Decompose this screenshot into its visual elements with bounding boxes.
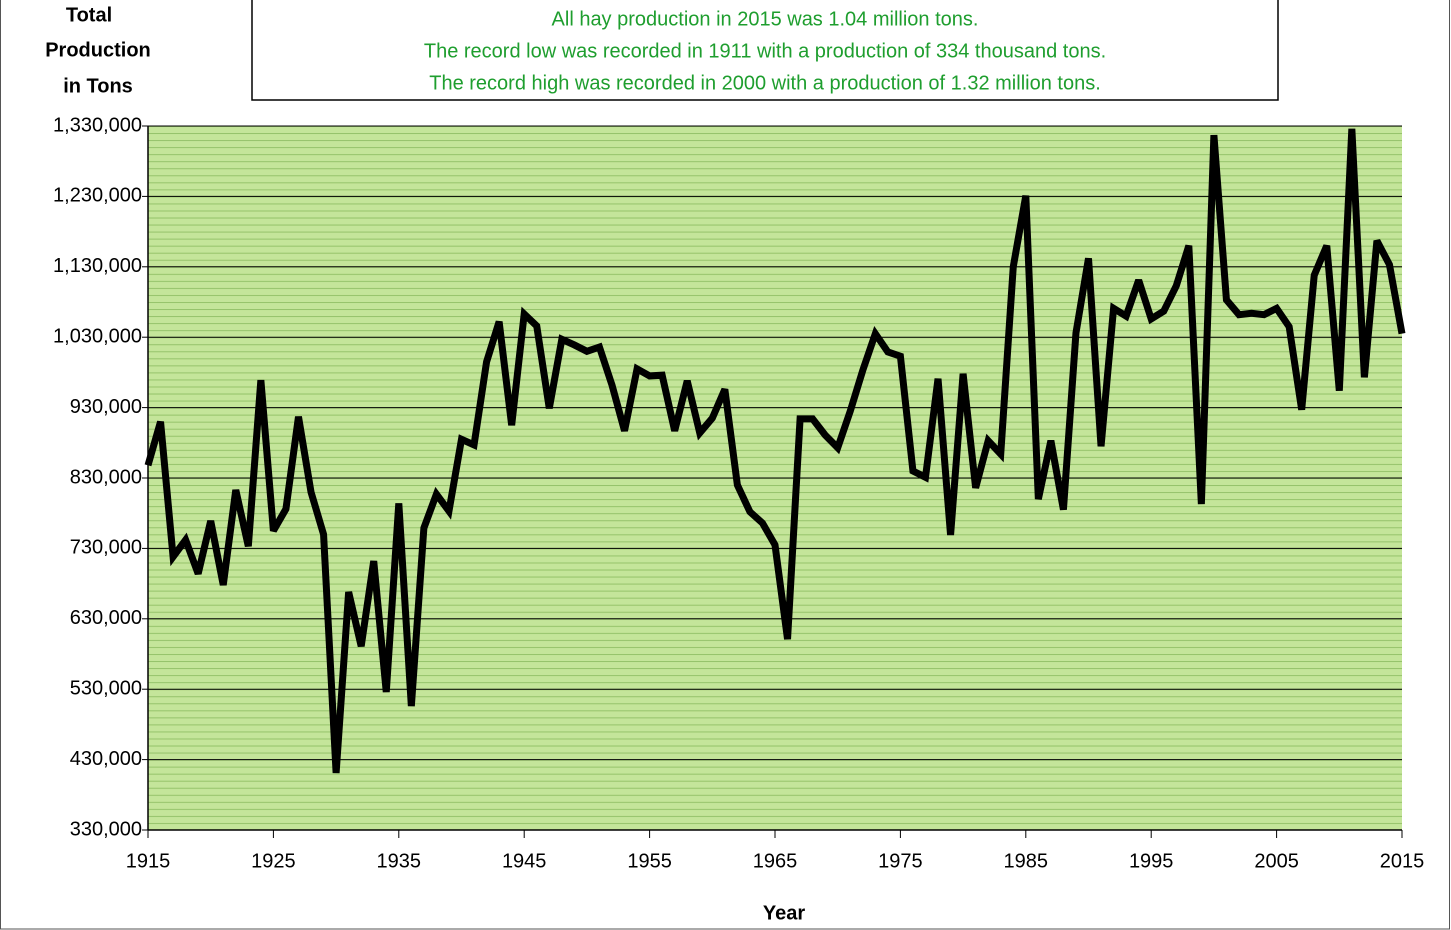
x-tick-label: 1915 xyxy=(126,850,171,872)
x-tick-label: 1985 xyxy=(1004,850,1049,872)
annotation: The record low was recorded in 1911 with… xyxy=(424,40,1106,62)
y-tick-label: 1,130,000 xyxy=(53,255,142,277)
x-tick-label: 1945 xyxy=(502,850,547,872)
annotation: All hay production in 2015 was 1.04 mill… xyxy=(552,8,979,30)
x-tick-label: 2005 xyxy=(1254,850,1299,872)
y-tick-label: 530,000 xyxy=(70,677,142,699)
y-tick-label: 1,030,000 xyxy=(53,325,142,347)
x-tick-label: 1965 xyxy=(753,850,798,872)
y-tick-label: 730,000 xyxy=(70,537,142,559)
x-tick-label: 1975 xyxy=(878,850,923,872)
x-tick-label: 1995 xyxy=(1129,850,1174,872)
x-tick-label: 1955 xyxy=(627,850,672,872)
y-axis-label: in Tons xyxy=(63,75,133,97)
y-tick-label: 330,000 xyxy=(70,818,142,840)
x-axis-label: Year xyxy=(763,902,805,924)
y-tick-label: 430,000 xyxy=(70,748,142,770)
y-tick-label: 1,230,000 xyxy=(53,185,142,207)
y-tick-label: 1,330,000 xyxy=(53,114,142,136)
x-tick-label: 2015 xyxy=(1380,850,1425,872)
annotation: The record high was recorded in 2000 wit… xyxy=(429,72,1101,94)
y-tick-label: 830,000 xyxy=(70,466,142,488)
x-tick-label: 1935 xyxy=(377,850,422,872)
y-axis-label: Production xyxy=(45,39,151,61)
x-tick-label: 1925 xyxy=(251,850,296,872)
annotation-box xyxy=(251,0,1279,101)
y-tick-label: 630,000 xyxy=(70,607,142,629)
data-line xyxy=(144,128,1406,774)
y-tick-label: 930,000 xyxy=(70,396,142,418)
y-axis-label: Total xyxy=(66,4,112,26)
